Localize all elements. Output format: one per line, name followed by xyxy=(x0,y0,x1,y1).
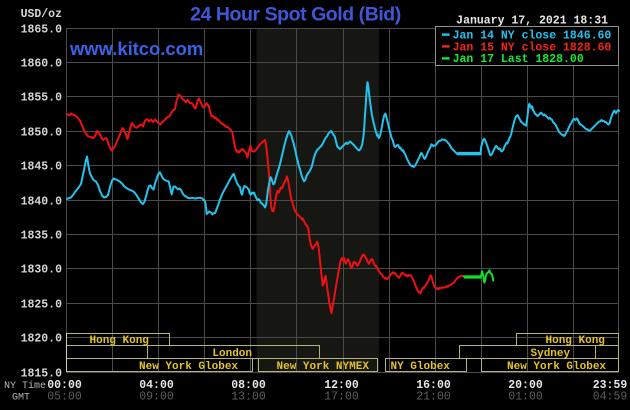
svg-text:1840.0: 1840.0 xyxy=(21,196,63,209)
svg-text:20:00: 20:00 xyxy=(508,379,543,392)
svg-text:NY Globex: NY Globex xyxy=(391,361,451,373)
svg-text:New York NYMEX: New York NYMEX xyxy=(277,361,370,373)
svg-text:1820.0: 1820.0 xyxy=(21,333,63,346)
svg-text:16:00: 16:00 xyxy=(416,379,451,392)
svg-text:1855.0: 1855.0 xyxy=(21,92,63,105)
svg-text:Sydney: Sydney xyxy=(531,348,571,360)
svg-text:www.kitco.com: www.kitco.com xyxy=(69,38,203,59)
svg-text:Jan 15 NY close 1828.60: Jan 15 NY close 1828.60 xyxy=(453,41,612,54)
svg-text:London: London xyxy=(212,348,252,360)
svg-text:NY Time: NY Time xyxy=(4,380,46,392)
svg-text:1830.0: 1830.0 xyxy=(21,264,63,277)
svg-text:17:00: 17:00 xyxy=(324,391,359,404)
svg-text:12:00: 12:00 xyxy=(324,379,359,392)
svg-text:21:00: 21:00 xyxy=(416,391,451,404)
svg-text:Jan 14 NY close 1846.60: Jan 14 NY close 1846.60 xyxy=(453,30,612,43)
svg-text:USD/oz: USD/oz xyxy=(21,8,63,21)
svg-text:1865.0: 1865.0 xyxy=(21,24,63,37)
svg-text:1845.0: 1845.0 xyxy=(21,161,63,174)
svg-text:1850.0: 1850.0 xyxy=(21,127,63,140)
svg-text:GMT: GMT xyxy=(12,393,30,404)
svg-text:1825.0: 1825.0 xyxy=(21,299,63,312)
svg-text:00:00: 00:00 xyxy=(47,379,82,392)
svg-text:Hong Kong: Hong Kong xyxy=(90,335,149,347)
svg-text:New York Globex: New York Globex xyxy=(139,361,238,373)
svg-text:1860.0: 1860.0 xyxy=(21,58,63,71)
svg-text:January 17, 2021 18:31: January 17, 2021 18:31 xyxy=(456,14,608,27)
svg-text:01:00: 01:00 xyxy=(508,391,543,404)
svg-text:13:00: 13:00 xyxy=(231,391,266,404)
svg-text:New York Globex: New York Globex xyxy=(507,361,606,373)
svg-text:1815.0: 1815.0 xyxy=(21,368,63,381)
svg-text:23:59: 23:59 xyxy=(593,379,628,392)
svg-text:24 Hour Spot Gold (Bid): 24 Hour Spot Gold (Bid) xyxy=(190,4,401,26)
svg-text:Hong Kong: Hong Kong xyxy=(546,335,605,347)
svg-text:09:00: 09:00 xyxy=(139,391,174,404)
svg-text:1835.0: 1835.0 xyxy=(21,230,63,243)
svg-text:05:00: 05:00 xyxy=(47,391,82,404)
svg-text:04:59: 04:59 xyxy=(593,391,628,404)
svg-text:08:00: 08:00 xyxy=(231,379,266,392)
svg-text:Jan 17 Last 1828.00: Jan 17 Last 1828.00 xyxy=(453,53,584,66)
svg-text:04:00: 04:00 xyxy=(139,379,174,392)
